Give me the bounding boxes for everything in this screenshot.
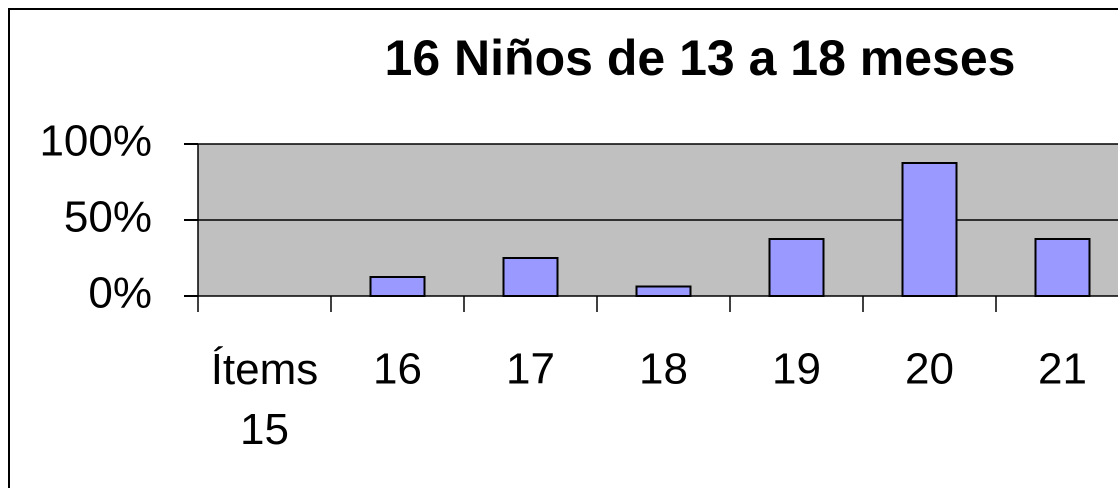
bar xyxy=(768,238,825,297)
bar xyxy=(635,285,692,297)
y-tick-label: 100% xyxy=(39,117,152,166)
bar xyxy=(502,257,559,297)
x-tick-label: 16 xyxy=(373,345,422,394)
y-tick-label: 0% xyxy=(88,269,152,318)
x-tick-label: Ítems 15 xyxy=(211,345,319,454)
chart-title: 16 Niños de 13 a 18 meses xyxy=(385,30,1016,86)
bar xyxy=(369,276,426,297)
x-tick-label: 21 xyxy=(1038,345,1087,394)
bar xyxy=(1034,238,1091,297)
x-tick-label: 20 xyxy=(905,345,954,394)
y-tick-label: 50% xyxy=(64,193,152,242)
x-tick-label: 17 xyxy=(506,345,555,394)
bar xyxy=(901,162,958,297)
x-tick-label: 19 xyxy=(772,345,821,394)
x-tick-label: 18 xyxy=(639,345,688,394)
